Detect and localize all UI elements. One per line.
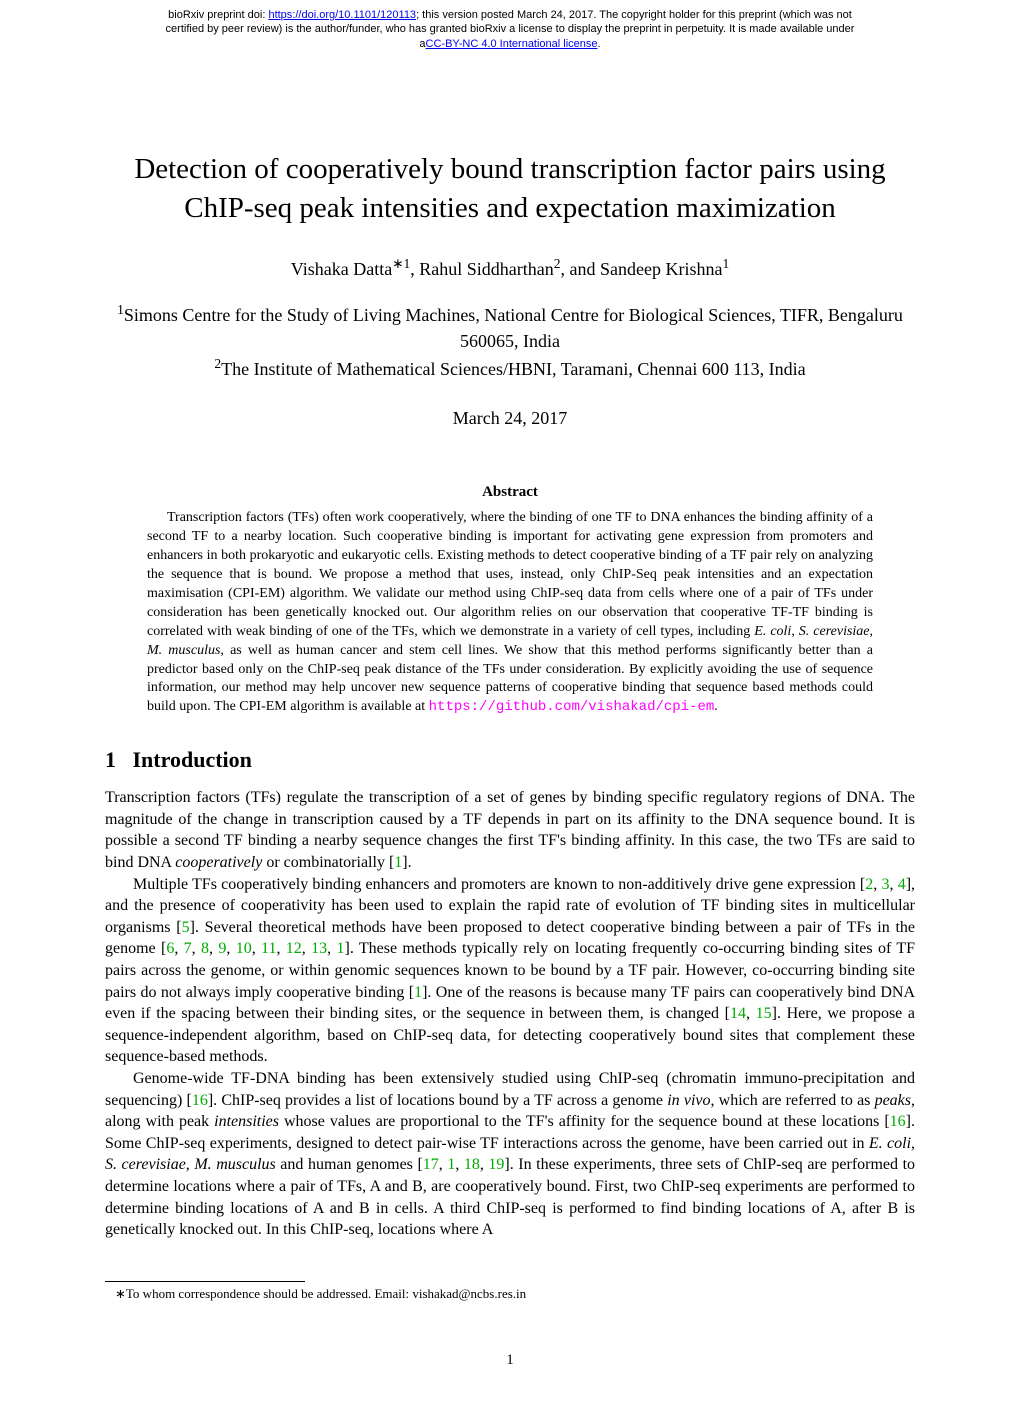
section-num: 1 [105, 747, 116, 772]
license-suffix: . [598, 38, 601, 50]
preprint-banner: bioRxiv preprint doi: https://doi.org/10… [0, 0, 1020, 55]
license-link[interactable]: CC-BY-NC 4.0 International license [426, 38, 598, 50]
github-link[interactable]: https://github.com/vishakad/cpi-em [429, 699, 715, 715]
corresponding-footnote: ∗To whom correspondence should be addres… [125, 1286, 915, 1302]
paper-title: Detection of cooperatively bound transcr… [105, 150, 915, 228]
page-content: Detection of cooperatively bound transcr… [0, 150, 1020, 1409]
abstract-body: Transcription factors (TFs) often work c… [147, 509, 873, 717]
abstract-text: Transcription factors (TFs) often work c… [147, 510, 873, 714]
section-1-heading: 1 Introduction [105, 747, 915, 773]
page-number: 1 [105, 1352, 915, 1369]
affiliation-1: 1Simons Centre for the Study of Living M… [105, 300, 915, 354]
affiliation-2: 2The Institute of Mathematical Sciences/… [105, 354, 915, 382]
footnote-rule [105, 1281, 305, 1282]
abstract-suffix: . [714, 699, 718, 714]
intro-para-1: Transcription factors (TFs) regulate the… [105, 787, 915, 873]
authors-line: Vishaka Datta∗1, Rahul Siddharthan2, and… [105, 256, 915, 280]
abstract-heading: Abstract [105, 484, 915, 501]
preprint-prefix: bioRxiv preprint doi: [168, 9, 268, 21]
intro-para-3: Genome-wide TF-DNA binding has been exte… [105, 1068, 915, 1241]
preprint-line2: certified by peer review) is the author/… [166, 23, 855, 35]
section-title: Introduction [133, 747, 252, 772]
preprint-mid1: ; this version posted March 24, 2017. Th… [416, 9, 852, 21]
doi-link[interactable]: https://doi.org/10.1101/120113 [268, 9, 416, 21]
affiliations: 1Simons Centre for the Study of Living M… [105, 300, 915, 382]
intro-para-2: Multiple TFs cooperatively binding enhan… [105, 874, 915, 1068]
date: March 24, 2017 [105, 408, 915, 429]
